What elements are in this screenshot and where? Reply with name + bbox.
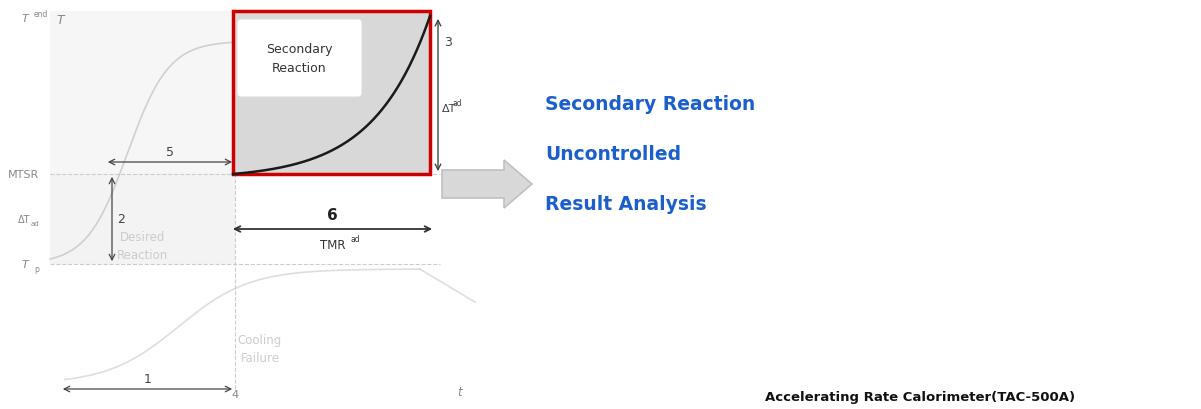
- Bar: [233, 12, 430, 175]
- Text: MTSR: MTSR: [8, 170, 40, 180]
- Text: t: t: [458, 386, 462, 398]
- Bar: [50, 175, 235, 264]
- Text: 5: 5: [166, 146, 174, 159]
- Bar: [50, 12, 235, 175]
- FancyBboxPatch shape: [237, 20, 362, 98]
- Text: Desired
Reaction: Desired Reaction: [116, 230, 168, 261]
- Text: TMR: TMR: [319, 239, 345, 252]
- Text: Result Analysis: Result Analysis: [545, 195, 706, 214]
- Text: Secondary
Reaction: Secondary Reaction: [267, 43, 333, 74]
- FancyArrow shape: [442, 161, 532, 209]
- Bar: [233, 12, 430, 175]
- Text: ΔT: ΔT: [442, 103, 456, 113]
- Text: p: p: [34, 264, 38, 273]
- Text: T: T: [22, 14, 29, 24]
- Text: Accelerating Rate Calorimeter(TAC-500A): Accelerating Rate Calorimeter(TAC-500A): [765, 391, 1075, 404]
- Text: 2: 2: [116, 213, 125, 226]
- Text: 6: 6: [327, 208, 337, 223]
- Text: 1: 1: [144, 373, 151, 386]
- Text: Cooling
Failure: Cooling Failure: [238, 334, 282, 364]
- Text: ad: ad: [351, 235, 360, 244]
- Text: T: T: [22, 259, 29, 270]
- Text: 3: 3: [444, 36, 452, 48]
- Text: ad: ad: [31, 220, 40, 227]
- Text: T: T: [56, 14, 64, 27]
- Text: ad: ad: [453, 99, 462, 108]
- Text: end: end: [34, 10, 48, 19]
- Text: Secondary Reaction: Secondary Reaction: [545, 95, 755, 114]
- Text: Uncontrolled: Uncontrolled: [545, 145, 681, 164]
- Text: 4: 4: [232, 389, 239, 399]
- Text: ΔT: ΔT: [18, 214, 30, 225]
